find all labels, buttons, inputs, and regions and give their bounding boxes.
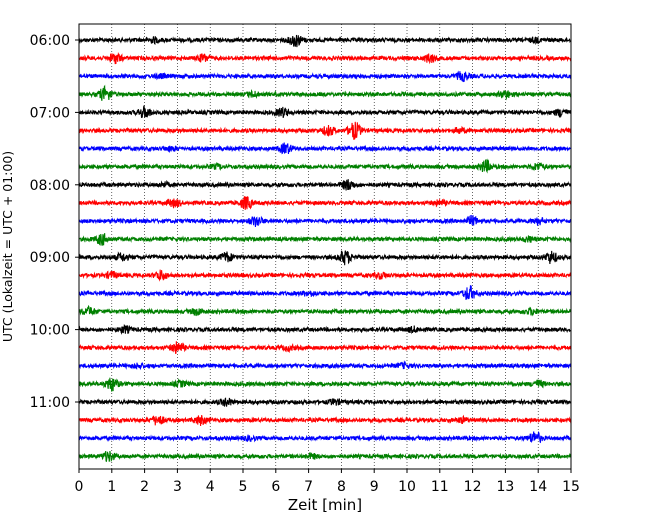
- y-tick-label: 08:00: [30, 178, 70, 194]
- x-tick-label: 6: [271, 479, 280, 495]
- seismic-traces: [78, 34, 572, 463]
- x-tick-label: 5: [239, 479, 248, 495]
- trace-line-10:30: [78, 360, 572, 371]
- trace-line-11:00: [78, 397, 572, 407]
- trace-line-06:00: [78, 34, 572, 48]
- trace-line-11:45: [78, 450, 572, 463]
- trace-line-11:30: [78, 430, 572, 444]
- trace-line-09:15: [78, 269, 572, 282]
- trace-line-10:00: [78, 323, 572, 335]
- x-tick-label: 7: [304, 479, 313, 495]
- trace-line-06:15: [78, 52, 572, 65]
- trace-line-09:45: [78, 304, 572, 317]
- y-tick-label: 09:00: [30, 250, 70, 266]
- y-axis-ticks: 06:00 07:00 08:00 09:00 10:00 11:00: [30, 33, 79, 411]
- trace-line-07:30: [78, 142, 572, 155]
- trace-line-07:45: [78, 158, 572, 174]
- y-tick-label: 10:00: [30, 323, 70, 339]
- x-axis-ticks: 0 1 2 3 4 5 6 7 8 9 10 11 12 13 14 15: [75, 469, 580, 495]
- x-tick-label: 4: [206, 479, 215, 495]
- y-tick-label: 06:00: [30, 33, 70, 49]
- x-tick-label: 8: [337, 479, 346, 495]
- x-tick-label: 11: [431, 479, 449, 495]
- trace-line-08:45: [78, 233, 572, 246]
- y-tick-label: 07:00: [30, 105, 70, 121]
- trace-line-10:45: [78, 377, 572, 392]
- x-tick-label: 3: [173, 479, 182, 495]
- x-tick-label: 15: [562, 479, 580, 495]
- y-tick-label: 11:00: [30, 395, 70, 411]
- x-tick-label: 9: [370, 479, 379, 495]
- y-axis-label: UTC (Lokalzeit = UTC + 01:00): [0, 151, 15, 342]
- trace-line-09:00: [78, 250, 572, 266]
- trace-line-06:45: [78, 84, 572, 101]
- trace-line-11:15: [78, 414, 572, 426]
- x-tick-label: 10: [398, 479, 416, 495]
- trace-line-09:30: [78, 285, 572, 301]
- x-tick-label: 1: [107, 479, 116, 495]
- x-tick-label: 13: [496, 479, 514, 495]
- trace-line-08:30: [78, 214, 572, 227]
- plot-frame: [78, 23, 572, 470]
- trace-line-06:30: [78, 70, 572, 83]
- trace-line-07:00: [78, 105, 572, 118]
- x-tick-label: 0: [75, 479, 84, 495]
- trace-line-08:15: [78, 196, 572, 210]
- trace-line-10:15: [78, 341, 572, 355]
- x-axis-label: Zeit [min]: [288, 496, 362, 514]
- trace-line-07:15: [78, 121, 572, 140]
- x-tick-label: 14: [529, 479, 547, 495]
- trace-line-08:00: [78, 179, 572, 191]
- x-tick-label: 2: [140, 479, 149, 495]
- x-tick-label: 12: [464, 479, 482, 495]
- grid-lines: [111, 24, 539, 469]
